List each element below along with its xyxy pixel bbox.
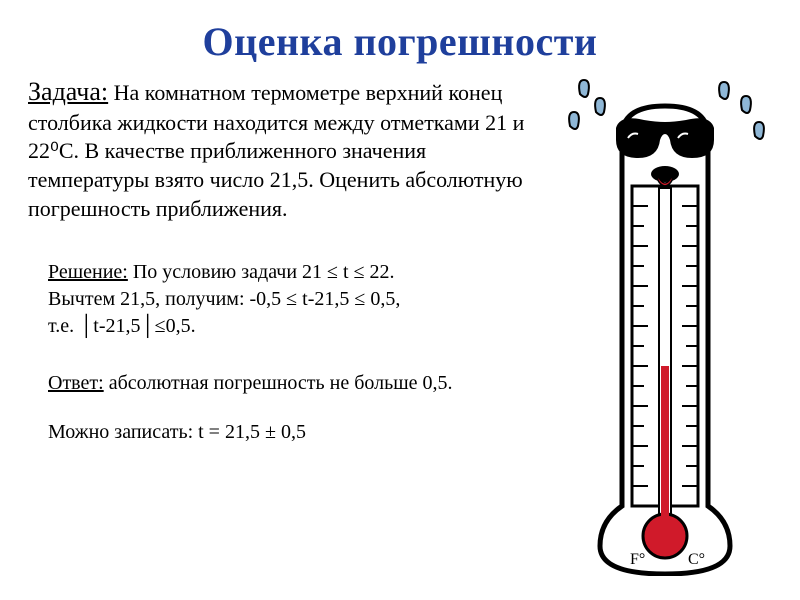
solution-line3: т.е. │t-21,5│≤0,5.: [48, 315, 196, 337]
problem-label: Задача:: [28, 77, 108, 106]
answer-label: Ответ:: [48, 372, 104, 394]
solution-line1: По условию задачи 21 ≤ t ≤ 22.: [128, 261, 395, 283]
problem-block: Задача: На комнатном термометре верхний …: [28, 75, 548, 223]
thermometer-illustration: F° C°: [560, 66, 770, 576]
solution-block: Решение: По условию задачи 21 ≤ t ≤ 22. …: [48, 259, 548, 340]
solution-line2: Вычтем 21,5, получим: -0,5 ≤ t-21,5 ≤ 0,…: [48, 288, 400, 310]
answer-block: Ответ: абсолютная погрешность не больше …: [48, 370, 548, 397]
solution-label: Решение:: [48, 261, 128, 283]
c-label: C°: [688, 551, 705, 568]
f-label: F°: [630, 551, 645, 568]
slide-title: Оценка погрешности: [28, 18, 772, 65]
answer-text: абсолютная погрешность не больше 0,5.: [104, 372, 453, 394]
